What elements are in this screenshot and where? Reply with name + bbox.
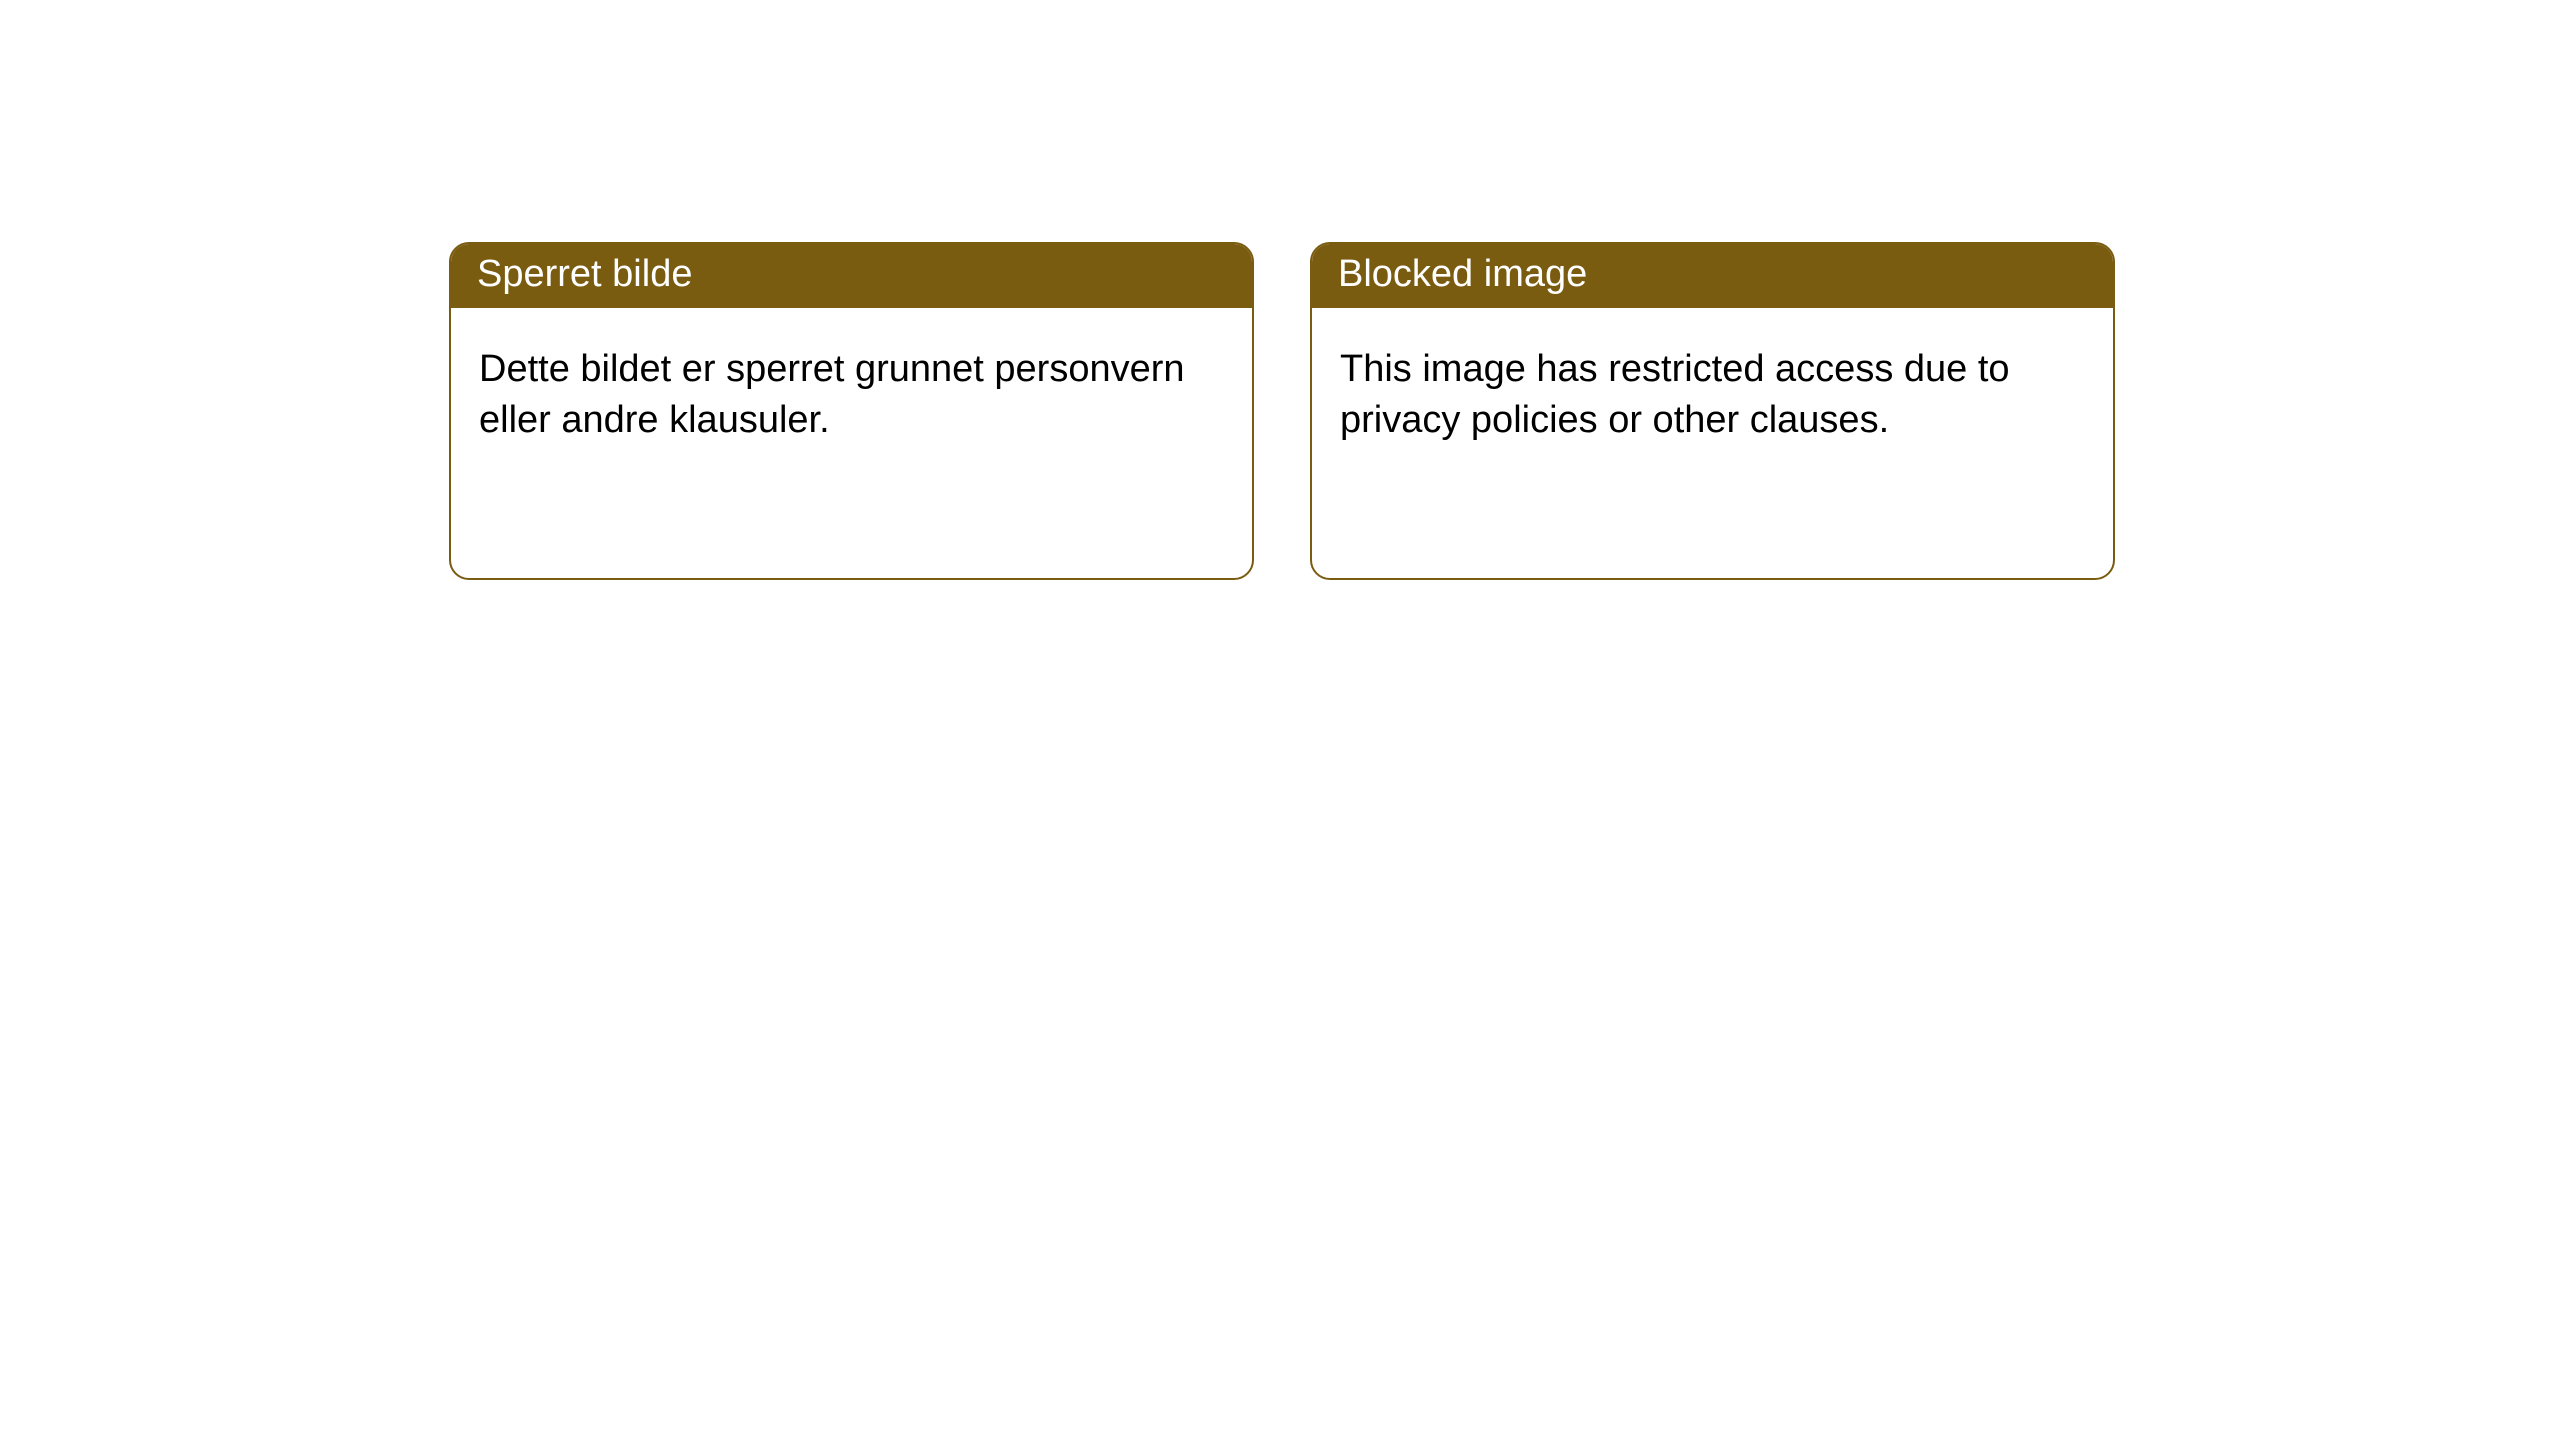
card-body-en: This image has restricted access due to … — [1312, 308, 2113, 483]
card-body-no: Dette bildet er sperret grunnet personve… — [451, 308, 1252, 483]
card-header-en: Blocked image — [1312, 244, 2113, 308]
card-message-no: Dette bildet er sperret grunnet personve… — [479, 348, 1185, 441]
blocked-image-notice-container: Sperret bilde Dette bildet er sperret gr… — [0, 0, 2560, 580]
card-title-no: Sperret bilde — [477, 253, 692, 295]
blocked-image-card-no: Sperret bilde Dette bildet er sperret gr… — [449, 242, 1254, 580]
blocked-image-card-en: Blocked image This image has restricted … — [1310, 242, 2115, 580]
card-header-no: Sperret bilde — [451, 244, 1252, 308]
card-title-en: Blocked image — [1338, 253, 1587, 295]
card-message-en: This image has restricted access due to … — [1340, 348, 2010, 441]
